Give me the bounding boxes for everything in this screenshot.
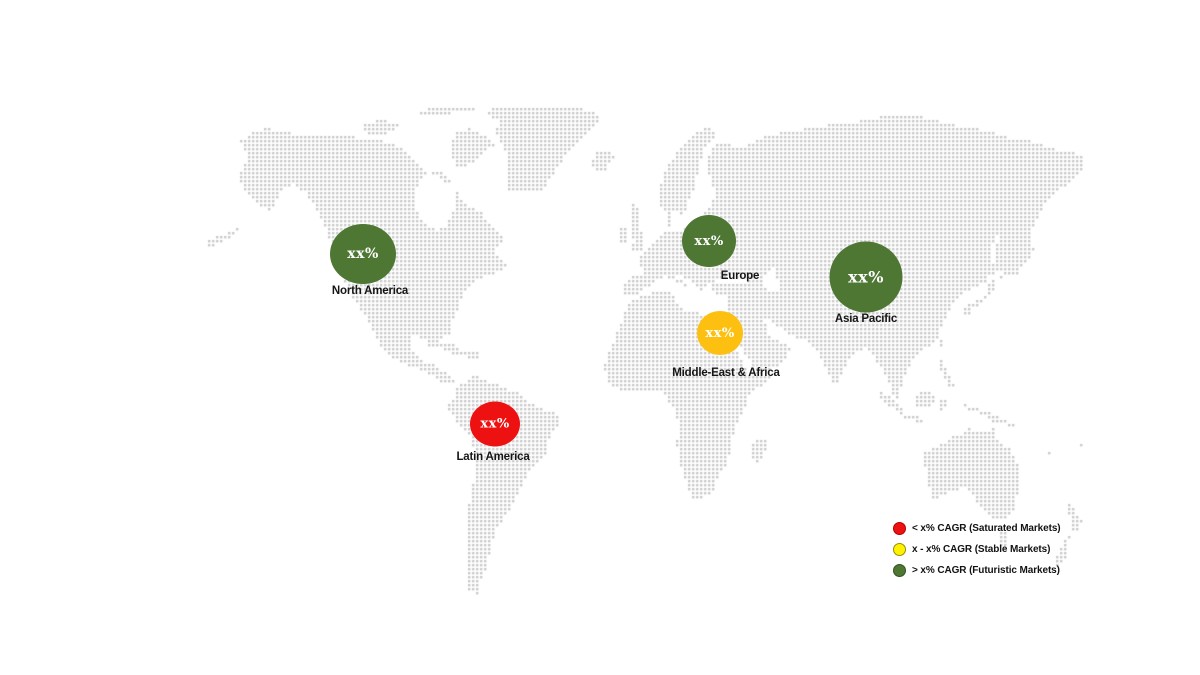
legend-label: x - x% CAGR (Stable Markets) — [912, 544, 1051, 555]
region-label-asia-pacific: Asia Pacific — [834, 313, 898, 325]
legend-item: x - x% CAGR (Stable Markets) — [893, 539, 1061, 560]
legend-dot-icon — [893, 564, 906, 577]
region-bubble-asia-pacific[interactable]: xx% — [829, 241, 903, 313]
region-bubble-middle-east-africa[interactable]: xx% — [697, 311, 743, 355]
region-label-europe: Europe — [720, 270, 760, 282]
legend-label: < x% CAGR (Saturated Markets) — [912, 523, 1061, 534]
region-label-middle-east-africa: Middle-East & Africa — [672, 367, 780, 379]
region-bubble-north-america[interactable]: xx% — [330, 224, 396, 284]
legend-item: > x% CAGR (Futuristic Markets) — [893, 560, 1061, 581]
region-value: xx% — [848, 267, 884, 286]
region-value: xx% — [694, 233, 724, 249]
legend-label: > x% CAGR (Futuristic Markets) — [912, 565, 1060, 576]
region-value: xx% — [705, 325, 735, 341]
legend-item: < x% CAGR (Saturated Markets) — [893, 518, 1061, 539]
region-label-north-america: North America — [331, 285, 409, 297]
legend-dot-icon — [893, 543, 906, 556]
region-value: xx% — [480, 416, 510, 432]
legend-dot-icon — [893, 522, 906, 535]
region-label-latin-america: Latin America — [456, 451, 530, 463]
cagr-legend: < x% CAGR (Saturated Markets) x - x% CAGR… — [893, 518, 1061, 581]
region-bubble-latin-america[interactable]: xx% — [470, 401, 520, 447]
region-value: xx% — [347, 246, 379, 262]
region-bubble-europe[interactable]: xx% — [682, 215, 736, 267]
